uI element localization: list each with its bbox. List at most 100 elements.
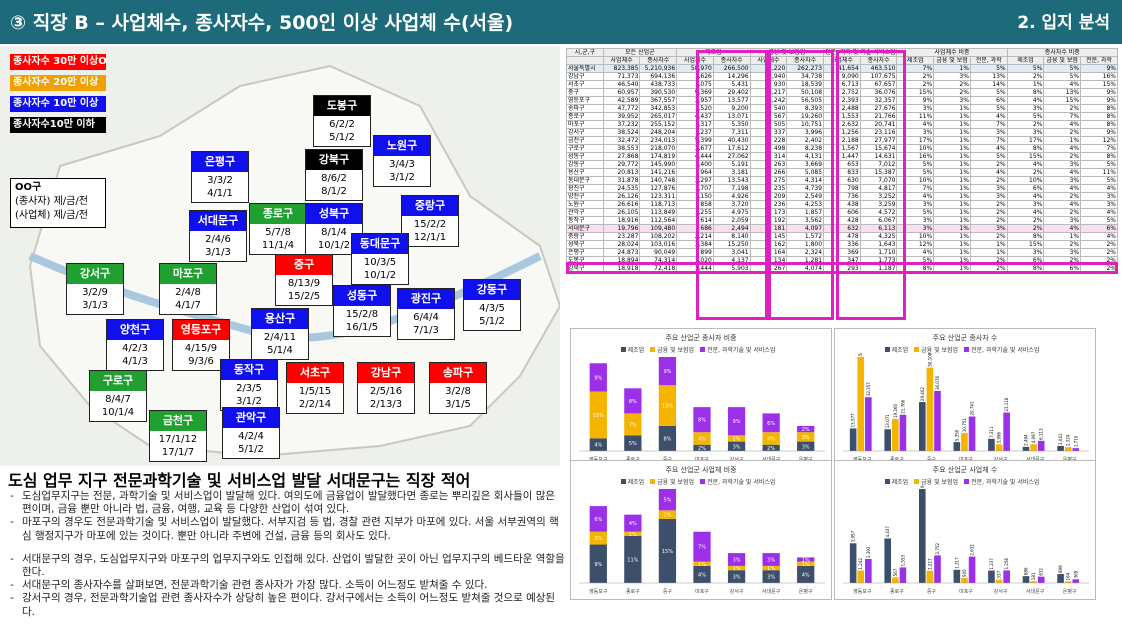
chart-bar xyxy=(926,367,934,451)
chart-data-label: 9% xyxy=(594,375,602,381)
chart-data-label: 6,113 xyxy=(1039,428,1044,440)
district-values: 17/1/12 17/1/7 xyxy=(158,434,198,458)
chart-data-label: 5% xyxy=(663,498,671,504)
chart-data-label: 11% xyxy=(627,558,638,564)
district-name: 광진구 xyxy=(398,289,454,309)
chart-data-label: 2% xyxy=(733,436,741,442)
chart-bar xyxy=(658,425,677,451)
chart-bar xyxy=(884,429,892,451)
chart-data-label: 1,710 xyxy=(1073,435,1078,447)
chart-data-label: 899 xyxy=(1058,565,1063,573)
chart-data-label: 7,311 xyxy=(989,426,994,438)
chart-bar xyxy=(589,506,607,532)
chart-bar xyxy=(1057,445,1064,451)
chart-bar xyxy=(857,570,865,583)
district-values: 8/6/2 8/1/2 xyxy=(321,173,347,197)
chart-legend: 제조업 금융 및 보험업 전문, 과학기술 및 서비스업 xyxy=(571,345,831,354)
chart-data-label: 5% xyxy=(629,441,637,447)
table-row: 중랑구 23,287 108,202 2,214 8,140 145 1,572 478 4,3… xyxy=(566,232,1118,241)
legend-key-line: (사업체) 제/금/전 xyxy=(15,210,88,221)
chart-bar xyxy=(624,531,642,536)
legend-key-line: (종사자) 제/금/전 xyxy=(15,196,88,207)
chart-category-label: 마포구 xyxy=(695,456,709,463)
table-row: 구로구 38,553 218,070 3,677 17,612 498 8,238 1,567… xyxy=(566,144,1118,153)
table-subheader: 전문, 과학 xyxy=(1080,56,1118,65)
bullet: 마포구의 경우도 전문과학기술 및 서비스업이 발달했다. 서부지검 등 법, … xyxy=(8,516,568,542)
district-box: 은평구 3/3/2 4/1/1 xyxy=(191,151,249,203)
chart-category-label: 서대문구 xyxy=(1026,456,1045,463)
table-subheader: 사업체수 xyxy=(676,56,714,65)
chart-data-label: 1% xyxy=(733,566,741,572)
table-row: 영등포구 42,589 367,557 3,957 13,577 1,242 56,505 2… xyxy=(566,96,1118,105)
chart-data-label: 1,553 xyxy=(900,555,905,567)
table-row: 용산구 20,813 141,216 964 3,181 266 5,085 833 15,38… xyxy=(566,168,1118,177)
district-box: 노원구 3/4/3 3/1/2 xyxy=(373,135,431,187)
chart-bar xyxy=(727,570,746,583)
chart-category-label: 종로구 xyxy=(890,589,904,595)
district-box: 중랑구 15/2/2 12/1/1 xyxy=(401,195,459,247)
chart-data-label: 164 xyxy=(1066,572,1071,580)
district-box: 동작구 2/3/5 3/1/2 xyxy=(220,359,278,411)
chart-category-label: 중구 xyxy=(663,589,673,595)
chart-data-label: 3% xyxy=(802,444,810,450)
district-box: 강서구 3/2/9 3/1/3 xyxy=(66,263,124,315)
table-row: 서초구 46,540 438,733 1,075 5,431 930 18,539 6,713… xyxy=(566,80,1118,89)
table-row: 동작구 18,916 112,564 614 2,059 192 3,562 428 6,067… xyxy=(566,216,1118,225)
district-box: 성동구 15/2/8 16/1/5 xyxy=(333,285,391,337)
chart-data-label: 1,237 xyxy=(989,558,994,570)
table-row: 성북구 28,024 103,016 3,384 15,250 162 1,800 336 1,… xyxy=(566,240,1118,249)
chart-bar xyxy=(693,561,711,566)
legend-item: 종사자수10만 이하 xyxy=(10,117,106,133)
headline: 도심 업무 지구 전문과학기술 및 서비스업 발달 서대문구는 직장 적어 xyxy=(8,471,471,490)
legend-item: 종사자수 10만 이상 xyxy=(10,96,106,112)
chart-bar xyxy=(892,418,899,451)
chart-category-label: 서대문구 xyxy=(762,588,781,595)
table-row: 광진구 24,535 127,876 1,707 7,198 235 4,739 798 4,8… xyxy=(566,184,1118,193)
chart-data-label: 505 xyxy=(962,569,967,577)
chart-data-label: 567 xyxy=(893,568,898,576)
table-row: 송파구 47,772 342,853 1,520 9,200 540 8,393 2,488 2… xyxy=(566,104,1118,113)
chart-bar xyxy=(762,444,780,451)
chart-data-label: 3% xyxy=(733,575,741,581)
chart-category-label: 은평구 xyxy=(1063,588,1077,595)
chart-bar xyxy=(797,565,815,583)
chart-title: 주요 산업군 종사자 수 xyxy=(932,334,998,342)
table-header: 모든 산업군 xyxy=(602,48,678,57)
district-box: 금천구 17/1/12 17/1/7 xyxy=(149,410,207,462)
chart: 주요 산업군 사업체 수 제조업 금융 및 보험업 전문, 과학기술 및 서비스업 3,… xyxy=(834,460,1096,600)
chart-bar xyxy=(658,510,677,519)
table-subheader: 금융 및 보험 xyxy=(1043,56,1082,65)
legend-item: 종사자수 30만 이상O xyxy=(10,54,106,70)
chart-bar xyxy=(589,544,607,583)
chart-data-label: 13% xyxy=(662,404,673,410)
chart-bar xyxy=(1003,570,1010,583)
district-box: 용산구 2/4/11 5/1/4 xyxy=(251,308,309,360)
legend-key-box: OO구 (종사자) 제/금/전 (사업체) 제/금/전 xyxy=(10,178,106,228)
chart-bar xyxy=(658,357,677,386)
district-box: 강남구 2/5/16 2/13/3 xyxy=(357,362,415,414)
district-name: 강북구 xyxy=(306,150,362,170)
table-row: 중구 60,957 390,530 9,369 29,402 1,217 50,108 2,7… xyxy=(566,88,1118,97)
district-values: 2/4/11 5/1/4 xyxy=(263,332,297,356)
chart-bar xyxy=(589,531,607,545)
district-box: 광진구 6/4/4 7/1/3 xyxy=(397,288,455,340)
chart-bar xyxy=(1072,579,1080,583)
chart-data-label: 3% xyxy=(767,558,775,564)
chart-data-label: 4% xyxy=(698,572,706,578)
chart-data-label: 13,577 xyxy=(851,413,856,427)
chart-bar xyxy=(1030,444,1037,451)
district-name: 서대문구 xyxy=(190,211,246,231)
chart-bar xyxy=(934,555,941,583)
chart-bar xyxy=(658,489,677,511)
chart-bar xyxy=(1003,412,1010,451)
chart-bar xyxy=(727,565,746,571)
chart-data-label: 181 xyxy=(1031,572,1036,580)
chart-data-label: 2,393 xyxy=(866,546,871,558)
chart-data-label: 2,752 xyxy=(935,542,940,554)
chart-data-label: 36,076 xyxy=(935,376,940,390)
chart-bar xyxy=(797,432,815,442)
table-subheader: 종사자수 xyxy=(712,56,751,65)
chart-data-label: 337 xyxy=(997,571,1002,579)
district-name: 구로구 xyxy=(90,371,146,391)
table-header: 금융 및 보험업 xyxy=(749,48,825,57)
